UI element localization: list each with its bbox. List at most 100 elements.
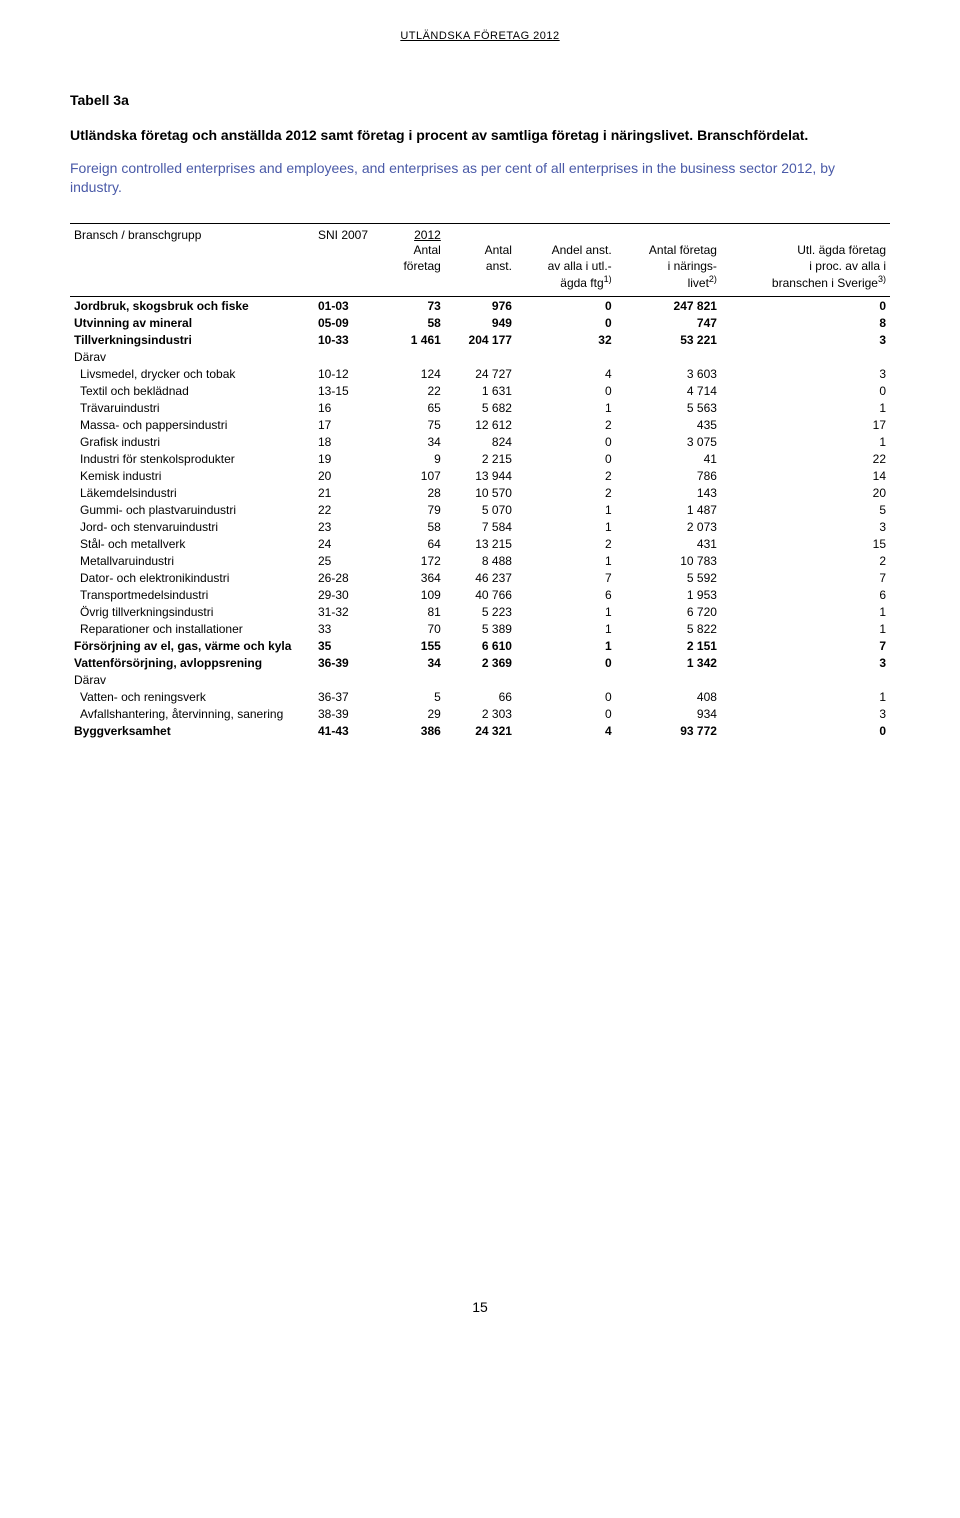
row-val: 431 <box>616 535 721 552</box>
row-val: 22 <box>721 450 890 467</box>
row-sni: 25 <box>314 552 382 569</box>
row-val: 10 570 <box>445 484 516 501</box>
row-val: 0 <box>516 688 616 705</box>
row-sni: 26-28 <box>314 569 382 586</box>
row-val: 2 215 <box>445 450 516 467</box>
row-val: 934 <box>616 705 721 722</box>
row-val: 5 563 <box>616 399 721 416</box>
row-sni: 31-32 <box>314 603 382 620</box>
row-val: 1 <box>516 399 616 416</box>
row-val: 34 <box>382 654 445 671</box>
col-header-sni: SNI 2007 <box>314 223 382 296</box>
row-val: 14 <box>721 467 890 484</box>
row-val: 20 <box>721 484 890 501</box>
table-row: Transportmedelsindustri29-3010940 76661 … <box>70 586 890 603</box>
darav-label: Därav <box>70 348 314 365</box>
row-val: 124 <box>382 365 445 382</box>
c1l2: företag <box>403 259 440 273</box>
row-val: 1 461 <box>382 331 445 348</box>
table-row: Grafisk industri183482403 0751 <box>70 433 890 450</box>
table-row: Kemisk industri2010713 944278614 <box>70 467 890 484</box>
row-val: 2 <box>721 552 890 569</box>
row-val: 75 <box>382 416 445 433</box>
table-row: Livsmedel, drycker och tobak10-1212424 7… <box>70 365 890 382</box>
row-sni: 20 <box>314 467 382 484</box>
row-val: 1 <box>516 501 616 518</box>
row-val: 5 070 <box>445 501 516 518</box>
row-sni: 18 <box>314 433 382 450</box>
darav-label: Därav <box>70 671 314 688</box>
row-sni: 19 <box>314 450 382 467</box>
c4l1: Antal företag <box>649 243 717 257</box>
row-val: 0 <box>516 450 616 467</box>
table-row: Utvinning av mineral 05-09 58 949 0 747 … <box>70 314 890 331</box>
row-val: 1 <box>721 433 890 450</box>
c3l3: ägda ftg <box>560 276 603 290</box>
row-label: Metallvaruindustri <box>70 552 314 569</box>
table-row: Textil och beklädnad13-15221 63104 7140 <box>70 382 890 399</box>
row-val: 107 <box>382 467 445 484</box>
row-sni: 29-30 <box>314 586 382 603</box>
row-val: 5 <box>721 501 890 518</box>
row-label: Kemisk industri <box>70 467 314 484</box>
row-val: 29 <box>382 705 445 722</box>
row-val: 2 303 <box>445 705 516 722</box>
table-row: Stål- och metallverk246413 215243115 <box>70 535 890 552</box>
row-val: 13 215 <box>445 535 516 552</box>
row-val: 6 610 <box>445 637 516 654</box>
row-val: 53 221 <box>616 331 721 348</box>
year-span: 2012 <box>414 228 441 242</box>
row-sni: 21 <box>314 484 382 501</box>
row-label: Industri för stenkolsprodukter <box>70 450 314 467</box>
row-label: Massa- och pappersindustri <box>70 416 314 433</box>
table-row: Avfallshantering, återvinning, sanering3… <box>70 705 890 722</box>
row-val: 46 237 <box>445 569 516 586</box>
row-val: 204 177 <box>445 331 516 348</box>
row-val: 3 <box>721 365 890 382</box>
table-row: Byggverksamhet 41-43 386 24 321 4 93 772… <box>70 722 890 739</box>
row-label: Stål- och metallverk <box>70 535 314 552</box>
row-sni: 38-39 <box>314 705 382 722</box>
row-val: 3 603 <box>616 365 721 382</box>
row-val: 7 <box>721 569 890 586</box>
c4l3: livet <box>688 276 709 290</box>
row-sni: 22 <box>314 501 382 518</box>
row-val: 949 <box>445 314 516 331</box>
row-sni: 16 <box>314 399 382 416</box>
sup-2: 2) <box>709 274 717 284</box>
row-label: Utvinning av mineral <box>70 314 314 331</box>
row-val: 2 369 <box>445 654 516 671</box>
row-val: 6 <box>721 586 890 603</box>
row-val: 1 <box>516 620 616 637</box>
row-val: 172 <box>382 552 445 569</box>
row-val: 5 822 <box>616 620 721 637</box>
row-val: 0 <box>721 722 890 739</box>
row-val: 5 682 <box>445 399 516 416</box>
row-label: Transportmedelsindustri <box>70 586 314 603</box>
row-val: 41 <box>616 450 721 467</box>
row-val: 0 <box>721 297 890 315</box>
col-header-1: 2012 Antal företag <box>382 223 445 296</box>
table-row: Reparationer och installationer33705 389… <box>70 620 890 637</box>
row-val: 408 <box>616 688 721 705</box>
table-row-darav: Därav <box>70 671 890 688</box>
table-row: Försörjning av el, gas, värme och kyla 3… <box>70 637 890 654</box>
row-label: Övrig tillverkningsindustri <box>70 603 314 620</box>
row-val: 2 073 <box>616 518 721 535</box>
row-val: 3 <box>721 518 890 535</box>
row-val: 1 <box>516 637 616 654</box>
title-swedish: Utländska företag och anställda 2012 sam… <box>70 126 890 145</box>
table-row: Gummi- och plastvaruindustri22795 07011 … <box>70 501 890 518</box>
row-val: 1 953 <box>616 586 721 603</box>
row-label: Jord- och stenvaruindustri <box>70 518 314 535</box>
row-sni: 41-43 <box>314 722 382 739</box>
row-val: 65 <box>382 399 445 416</box>
row-sni: 36-39 <box>314 654 382 671</box>
row-label: Reparationer och installationer <box>70 620 314 637</box>
row-val: 66 <box>445 688 516 705</box>
col-header-5: Utl. ägda företag i proc. av alla i bran… <box>721 223 890 296</box>
table-row: Läkemdelsindustri212810 570214320 <box>70 484 890 501</box>
row-val: 2 <box>516 535 616 552</box>
c1l1: Antal <box>413 243 440 257</box>
row-val: 0 <box>516 297 616 315</box>
